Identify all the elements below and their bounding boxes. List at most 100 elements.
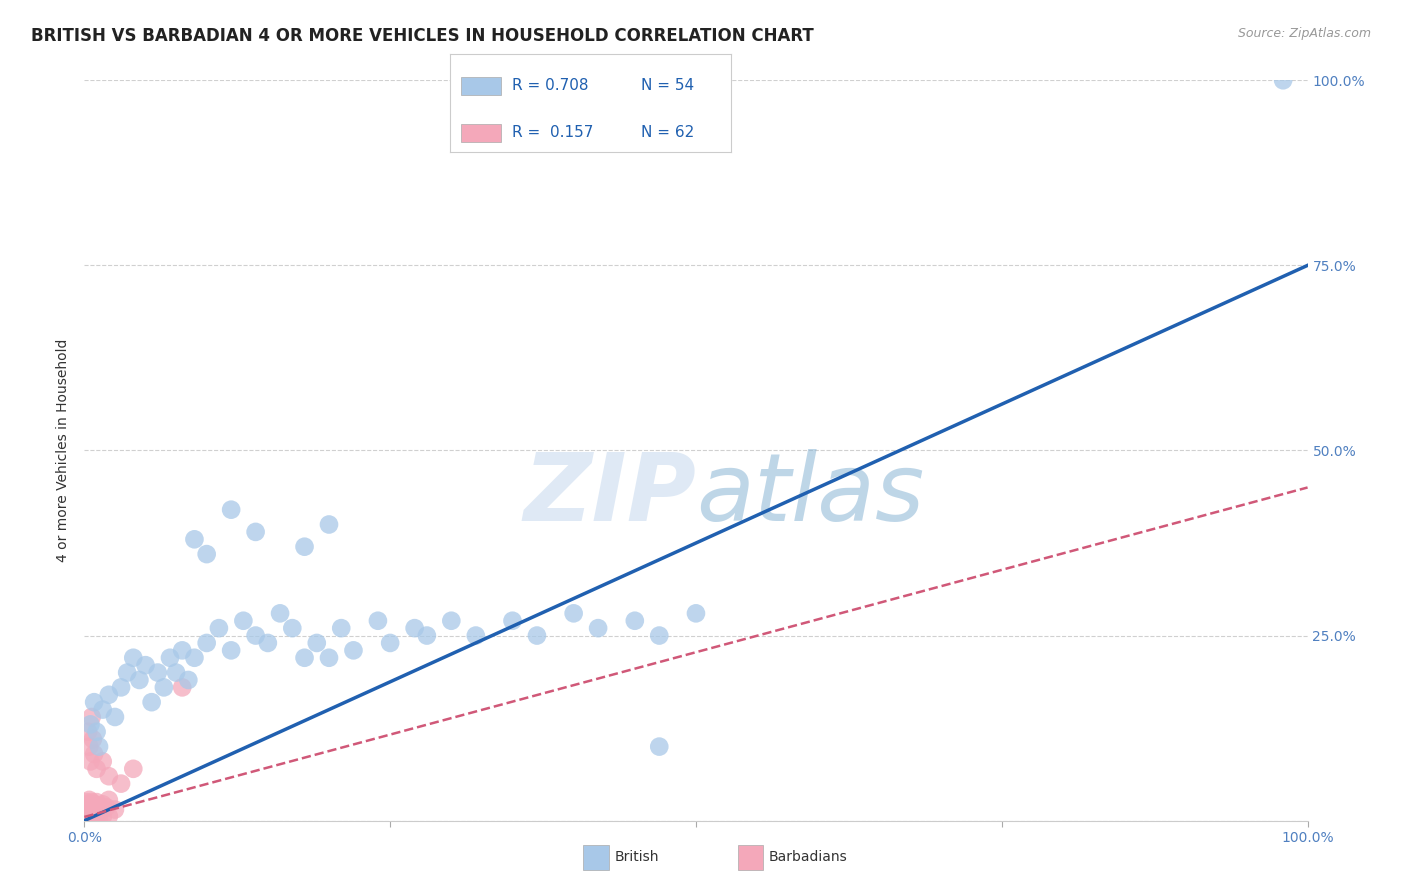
Point xyxy=(122,650,145,665)
Point xyxy=(91,755,114,769)
Point xyxy=(76,812,98,826)
FancyBboxPatch shape xyxy=(461,77,501,95)
Point xyxy=(82,806,104,821)
Point xyxy=(380,636,402,650)
Point xyxy=(159,650,181,665)
FancyBboxPatch shape xyxy=(461,124,501,142)
Point xyxy=(294,540,316,554)
Point xyxy=(245,628,267,642)
Point xyxy=(73,812,96,826)
Point xyxy=(79,805,101,819)
Point xyxy=(86,724,108,739)
Point xyxy=(648,628,671,642)
Point xyxy=(76,800,98,814)
Point xyxy=(305,636,328,650)
Point xyxy=(141,695,163,709)
Point xyxy=(77,724,100,739)
Text: ZIP: ZIP xyxy=(523,449,696,541)
Text: atlas: atlas xyxy=(696,450,924,541)
Point xyxy=(83,805,105,819)
Point xyxy=(79,755,101,769)
Point xyxy=(87,811,110,825)
Point xyxy=(79,806,101,821)
Point xyxy=(146,665,169,680)
Point xyxy=(83,797,105,812)
Point xyxy=(75,795,97,809)
Point xyxy=(318,517,340,532)
Text: N = 54: N = 54 xyxy=(641,78,695,94)
Point xyxy=(294,650,316,665)
Point xyxy=(76,803,98,817)
Point xyxy=(195,547,218,561)
Point xyxy=(84,800,107,814)
Point xyxy=(77,812,100,826)
Point xyxy=(75,810,97,824)
Text: Barbadians: Barbadians xyxy=(769,850,848,864)
Y-axis label: 4 or more Vehicles in Household: 4 or more Vehicles in Household xyxy=(56,339,70,562)
Point xyxy=(153,681,176,695)
Point xyxy=(104,710,127,724)
Point xyxy=(77,797,100,812)
Point xyxy=(172,681,194,695)
Point xyxy=(82,800,104,814)
Point xyxy=(586,621,609,635)
Point xyxy=(79,807,101,822)
Point xyxy=(232,614,254,628)
Point xyxy=(80,795,103,809)
Point xyxy=(75,811,97,825)
Point xyxy=(80,803,103,817)
Point xyxy=(135,658,157,673)
Point xyxy=(83,806,105,821)
Point xyxy=(464,628,486,642)
Point xyxy=(96,800,118,814)
Point xyxy=(89,803,111,817)
Text: N = 62: N = 62 xyxy=(641,126,695,141)
Point xyxy=(122,762,145,776)
Point xyxy=(76,808,98,822)
Point xyxy=(97,809,120,823)
Point xyxy=(195,636,218,650)
Point xyxy=(86,762,108,776)
Text: Source: ZipAtlas.com: Source: ZipAtlas.com xyxy=(1237,27,1371,40)
Point xyxy=(1272,73,1295,87)
Point xyxy=(526,628,548,642)
Point xyxy=(75,807,97,822)
Point xyxy=(77,739,100,754)
Point xyxy=(367,614,389,628)
Point xyxy=(648,739,671,754)
Point xyxy=(562,607,585,621)
Point xyxy=(404,621,426,635)
Point xyxy=(416,628,439,642)
Point xyxy=(86,809,108,823)
Point xyxy=(76,810,98,824)
Point xyxy=(82,812,104,826)
Point xyxy=(97,688,120,702)
Point xyxy=(77,811,100,825)
Point xyxy=(318,650,340,665)
Point xyxy=(183,650,205,665)
Point xyxy=(97,769,120,783)
Text: R = 0.708: R = 0.708 xyxy=(512,78,588,94)
Point xyxy=(83,747,105,761)
Point xyxy=(208,621,231,635)
Point xyxy=(91,810,114,824)
Point xyxy=(86,795,108,809)
Point xyxy=(80,710,103,724)
Point xyxy=(76,806,98,821)
Text: R =  0.157: R = 0.157 xyxy=(512,126,593,141)
Point xyxy=(440,614,463,628)
Point xyxy=(685,607,707,621)
Point xyxy=(502,614,524,628)
Point xyxy=(77,810,100,824)
Point xyxy=(110,681,132,695)
Point xyxy=(87,805,110,819)
Point xyxy=(165,665,187,680)
Point xyxy=(79,717,101,731)
Point xyxy=(76,809,98,823)
Point xyxy=(245,524,267,539)
Point xyxy=(79,798,101,813)
Point xyxy=(97,793,120,807)
Point xyxy=(87,739,110,754)
Point xyxy=(115,665,138,680)
Point xyxy=(83,810,105,824)
